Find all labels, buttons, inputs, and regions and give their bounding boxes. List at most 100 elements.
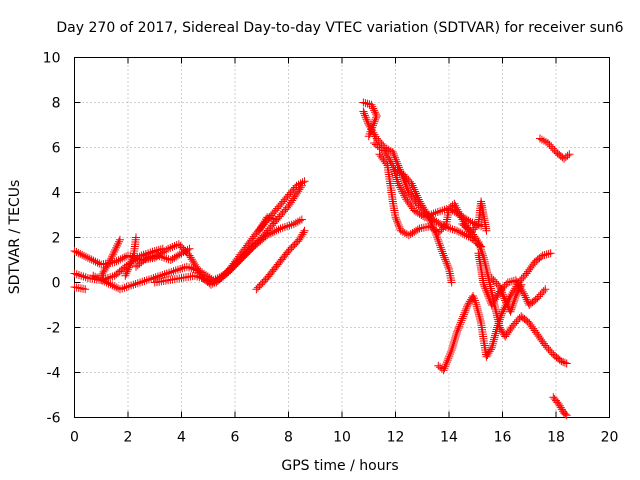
data-point (167, 268, 176, 276)
data-point (480, 282, 489, 291)
data-point (295, 235, 304, 244)
data-point (455, 322, 464, 331)
data-point (457, 316, 466, 325)
data-point (181, 247, 190, 255)
data-point (538, 251, 547, 260)
data-point (370, 108, 379, 117)
data-point (268, 228, 277, 237)
x-tick-label: 2 (124, 430, 133, 446)
data-point (544, 345, 553, 354)
data-point (399, 170, 408, 179)
data-point (266, 229, 275, 238)
data-point (394, 179, 403, 188)
data-point (442, 259, 451, 268)
data-point (433, 235, 442, 244)
data-point (81, 285, 90, 294)
data-point (441, 255, 450, 264)
data-point (363, 99, 372, 108)
data-point (91, 257, 100, 266)
data-point (506, 307, 515, 316)
data-point (369, 104, 378, 113)
data-point (299, 228, 308, 237)
data-point (126, 259, 135, 268)
data-point (519, 273, 528, 282)
data-point (476, 314, 485, 323)
data-point (402, 174, 411, 183)
data-point (491, 331, 500, 340)
data-point (489, 337, 498, 346)
data-point (478, 249, 487, 258)
data-point (175, 250, 184, 259)
data-point (271, 215, 280, 224)
series-track-5 (97, 235, 124, 280)
series-track-18 (474, 249, 550, 309)
y-tick-label: -4 (47, 366, 61, 382)
data-point (72, 270, 81, 279)
data-point (562, 359, 571, 368)
data-point (374, 136, 383, 145)
data-point (300, 226, 309, 235)
data-point (70, 269, 79, 278)
data-point (265, 213, 274, 222)
y-tick-label: 0 (52, 276, 61, 292)
data-point (156, 245, 165, 254)
data-point (502, 298, 511, 307)
data-point (363, 119, 372, 128)
data-point (140, 255, 149, 264)
data-point (391, 213, 400, 222)
data-point (294, 180, 303, 189)
data-point (499, 292, 508, 301)
series-track-6 (121, 233, 141, 280)
data-point (485, 347, 494, 356)
data-point (89, 256, 98, 265)
data-point (78, 250, 87, 259)
data-point (93, 273, 102, 282)
data-point (472, 300, 481, 309)
data-point (479, 280, 488, 289)
data-point (162, 246, 171, 255)
data-point (162, 269, 171, 278)
x-tick-label: 10 (333, 430, 351, 446)
y-tick-label: 4 (52, 186, 61, 202)
data-point (498, 288, 507, 297)
data-point (70, 247, 79, 255)
data-point (473, 304, 482, 313)
data-point (172, 252, 181, 261)
data-point (300, 177, 309, 186)
data-point (474, 238, 483, 246)
y-tick-labels: -6 -4 -2 0 2 4 6 8 10 (43, 51, 61, 427)
data-marks (70, 98, 574, 420)
data-point (413, 225, 422, 234)
data-point (466, 217, 475, 226)
data-point (399, 189, 408, 198)
data-point (104, 260, 113, 269)
data-point (491, 277, 500, 286)
data-point (393, 219, 402, 228)
data-point (152, 246, 161, 255)
data-point (293, 217, 302, 226)
data-point (124, 265, 132, 274)
data-point (108, 281, 117, 290)
x-tick-label: 6 (231, 430, 240, 446)
plot-frame (74, 57, 610, 418)
data-point (445, 352, 454, 361)
data-point (177, 249, 186, 258)
data-point (388, 148, 397, 156)
series-track-17 (458, 220, 571, 368)
data-point (409, 183, 418, 192)
data-point (106, 256, 115, 265)
data-point (437, 245, 446, 254)
data-point (539, 136, 548, 145)
data-point (363, 117, 372, 126)
data-point (172, 241, 181, 250)
data-point (272, 226, 281, 235)
data-point (359, 107, 368, 116)
data-point (81, 252, 90, 261)
data-point (425, 215, 434, 223)
data-point (372, 113, 381, 122)
data-point (436, 241, 445, 250)
data-point (449, 340, 458, 348)
data-point (535, 134, 544, 143)
data-point (514, 286, 523, 295)
data-point (513, 288, 522, 297)
